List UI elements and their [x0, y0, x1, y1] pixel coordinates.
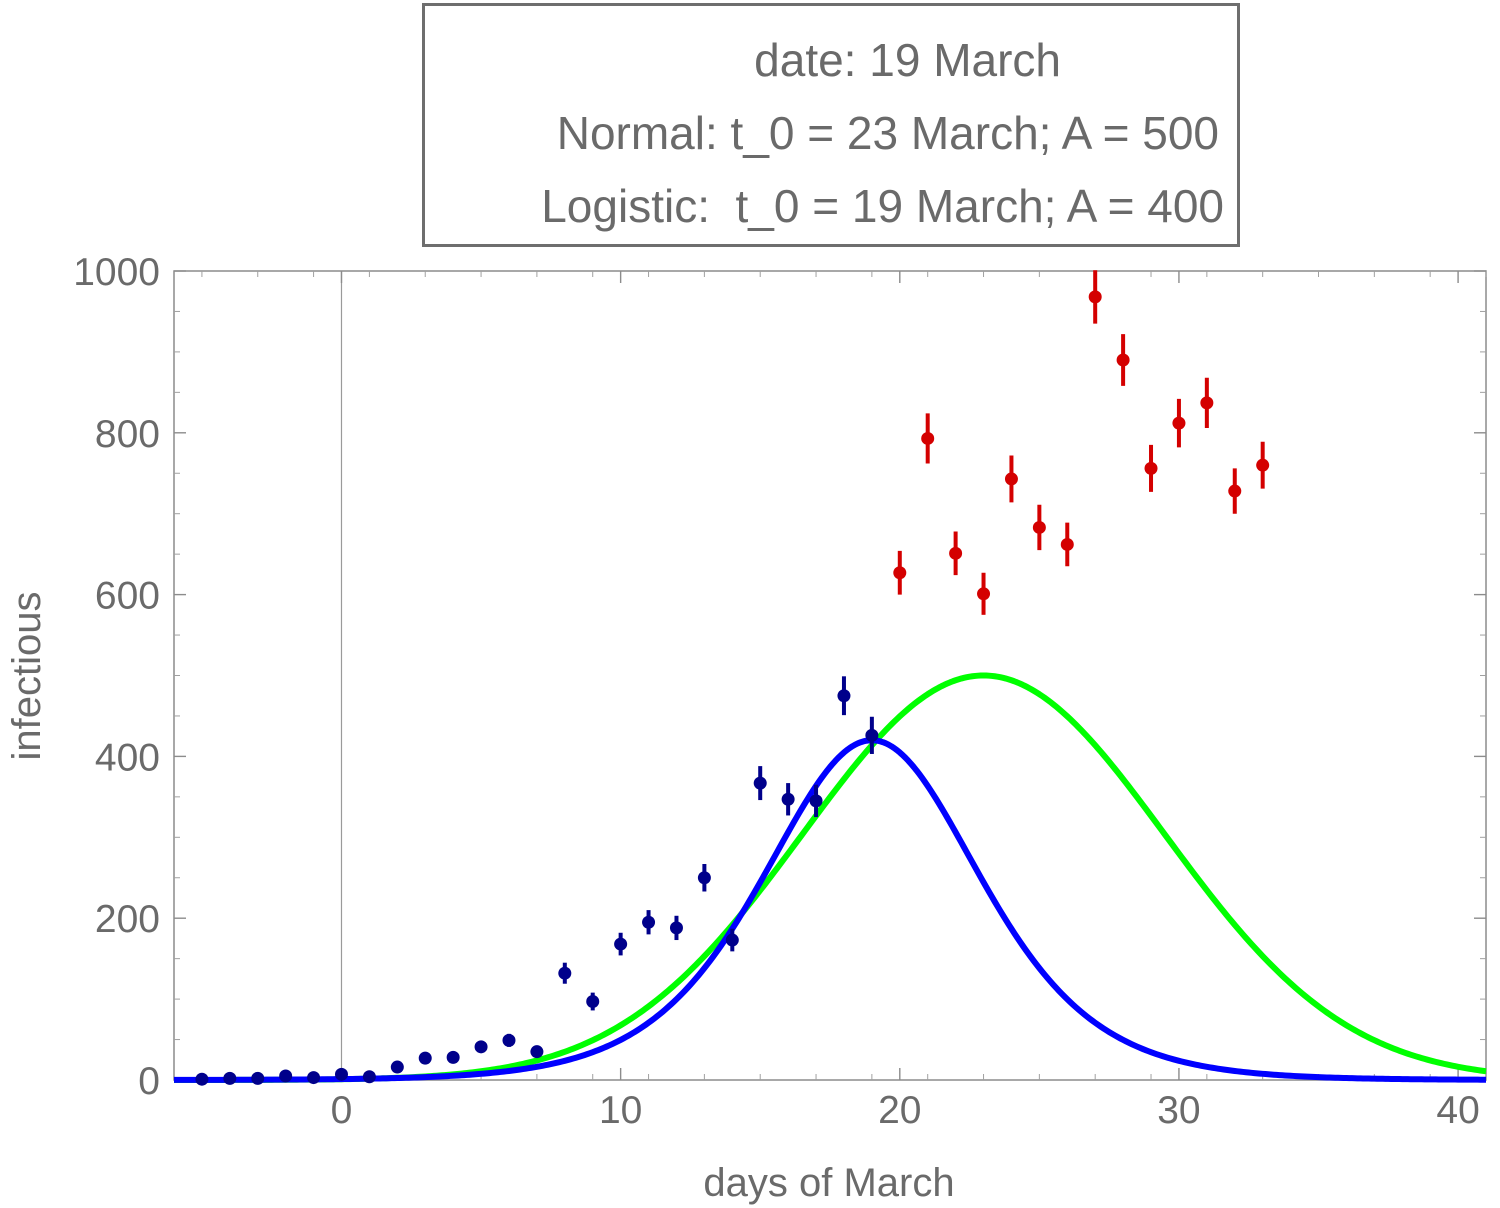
- data-point-blue: [334, 1067, 348, 1081]
- data-point-red: [1256, 458, 1270, 472]
- y-tick-label: 200: [95, 898, 160, 941]
- data-point-red: [1032, 520, 1046, 534]
- legend-logistic-fit: Logistic: t_0 = 19 March; A = 400: [541, 180, 1224, 232]
- data-point-blue: [586, 995, 600, 1009]
- data-point-red: [1172, 416, 1186, 430]
- x-tick-label: 10: [599, 1089, 642, 1132]
- data-point-blue: [669, 921, 683, 935]
- data-point-blue: [474, 1040, 488, 1054]
- data-point-blue: [362, 1070, 376, 1084]
- data-point-red: [1144, 461, 1158, 475]
- data-point-blue: [614, 937, 628, 951]
- y-tick-label: 600: [95, 575, 160, 618]
- data-point-blue: [502, 1033, 516, 1047]
- data-point-blue: [558, 966, 572, 980]
- data-point-blue: [195, 1072, 209, 1086]
- data-point-blue: [865, 728, 879, 742]
- logistic-fit-curve: [173, 737, 1487, 1083]
- data-point-blue: [725, 933, 739, 947]
- plot-border: [173, 270, 1487, 1081]
- data-point-blue: [642, 915, 656, 929]
- data-point-red: [1004, 472, 1018, 486]
- data-point-blue: [697, 871, 711, 885]
- x-tick-label: 30: [1157, 1089, 1200, 1132]
- x-tick-label: 40: [1436, 1089, 1479, 1132]
- data-point-red: [977, 587, 991, 601]
- x-tick-label: 20: [878, 1089, 921, 1132]
- data-point-red: [921, 431, 935, 445]
- data-point-blue: [390, 1060, 404, 1074]
- y-tick-label: 1000: [73, 251, 160, 294]
- data-point-blue: [223, 1071, 237, 1085]
- data-point-blue: [837, 689, 851, 703]
- data-point-red: [1060, 537, 1074, 551]
- data-point-blue: [446, 1050, 460, 1064]
- data-point-red: [1088, 290, 1102, 304]
- data-point-red: [1228, 484, 1242, 498]
- normal-fit-curve: [173, 672, 1487, 1083]
- legend-normal-fit: Normal: t_0 = 23 March; A = 500: [556, 107, 1219, 159]
- data-point-blue: [307, 1071, 321, 1085]
- legend-box: date: 19 March Normal: t_0 = 23 March; A…: [422, 3, 1240, 247]
- data-point-blue: [418, 1051, 432, 1065]
- x-tick-label: 0: [331, 1089, 353, 1132]
- data-point-red: [893, 566, 907, 580]
- y-tick-label: 800: [95, 413, 160, 456]
- data-points: [195, 270, 1270, 1086]
- y-axis-title: infectious: [5, 592, 49, 761]
- data-point-red: [949, 546, 963, 560]
- y-tick-label: 400: [95, 736, 160, 779]
- data-point-blue: [279, 1069, 293, 1083]
- data-point-blue: [781, 792, 795, 806]
- x-axis-title: days of March: [703, 1161, 954, 1205]
- data-point-red: [1200, 396, 1214, 410]
- data-point-blue: [753, 776, 767, 790]
- y-tick-label: 0: [138, 1060, 160, 1103]
- fit-curves: [173, 672, 1487, 1083]
- data-point-red: [1116, 353, 1130, 367]
- plot-frame: [173, 270, 1487, 1081]
- data-point-blue: [809, 794, 823, 808]
- data-point-blue: [530, 1045, 544, 1059]
- data-point-blue: [251, 1071, 265, 1085]
- legend-date: date: 19 March: [754, 34, 1061, 86]
- tick-marks: [174, 270, 1487, 1081]
